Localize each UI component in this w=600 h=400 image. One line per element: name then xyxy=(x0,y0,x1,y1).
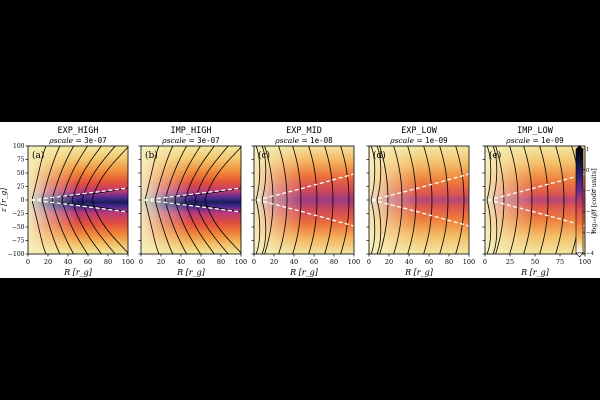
x-tick-label: 20 xyxy=(385,258,393,266)
x-tick-label: 50 xyxy=(531,258,539,266)
colorbar: 1 0 −1 −2 −3 −4 log₁₀(ρ) [code units] xyxy=(575,145,598,258)
panel-tag: (e) xyxy=(489,150,501,161)
field-lines xyxy=(255,146,350,254)
field-lines xyxy=(370,146,465,254)
colorbar-label: log₁₀(ρ) [code units] xyxy=(590,168,598,233)
rho-scale-label: ρscale = 1e-09 xyxy=(389,136,447,145)
x-tick-label: 80 xyxy=(104,258,112,266)
x-tick-label: 40 xyxy=(290,258,298,266)
separatrix-lower xyxy=(143,199,241,213)
x-tick-label: 80 xyxy=(330,258,338,266)
separatrix-upper xyxy=(143,187,241,201)
panel-tag: (d) xyxy=(373,150,386,161)
colorbar-min-arrow xyxy=(575,252,584,258)
panel-title: EXP_MID xyxy=(286,126,322,136)
separatrix-upper xyxy=(371,173,469,201)
colorbar-bar xyxy=(575,148,584,254)
colorbar-tick-label: −1 xyxy=(586,189,594,195)
y-tick-label: 100 xyxy=(13,143,25,150)
y-axis-label: z [r_g] xyxy=(0,188,8,213)
colorbar-tick-label: 1 xyxy=(586,147,590,153)
x-tick-label: 80 xyxy=(217,258,225,266)
y-tick-label: 25 xyxy=(17,184,25,191)
density-map xyxy=(141,146,241,254)
separatrix-lower xyxy=(371,199,469,227)
colorbar-tick-label: −4 xyxy=(586,251,595,257)
x-axis-label: R [r_g] xyxy=(176,268,206,277)
x-tick-label: 0 xyxy=(483,258,487,266)
x-axis-label: R [r_g] xyxy=(404,268,434,277)
panel-tag: (a) xyxy=(32,150,44,161)
x-tick-label: 40 xyxy=(177,258,185,266)
separatrix-upper xyxy=(30,187,128,201)
x-tick-label: 20 xyxy=(157,258,165,266)
y-tick-label: 0 xyxy=(21,197,25,204)
panel-title: EXP_LOW xyxy=(401,126,438,136)
separatrix-upper xyxy=(256,173,354,201)
x-tick-label: 40 xyxy=(64,258,72,266)
density-map xyxy=(254,146,354,254)
colorbar-tick-label: −3 xyxy=(586,230,595,236)
panel-title: IMP_HIGH xyxy=(171,126,212,136)
separatrix-upper xyxy=(487,173,585,201)
y-tick-label: −50 xyxy=(12,224,25,231)
y-tick-label: −100 xyxy=(8,251,25,258)
x-tick-label: 0 xyxy=(367,258,371,266)
colorbar-tick-label: −2 xyxy=(586,209,594,215)
colorbar-tick-label: 0 xyxy=(586,168,590,174)
x-axis-label: R [r_g] xyxy=(63,268,93,277)
rho-scale-label: ρscale = 3e-07 xyxy=(48,136,106,145)
density-map xyxy=(369,146,469,254)
x-tick-label: 100 xyxy=(235,258,247,266)
rho-scale-label: ρscale = 3e-07 xyxy=(161,136,219,145)
rho-scale-label: ρscale = 1e-08 xyxy=(274,136,333,145)
x-tick-label: 40 xyxy=(405,258,413,266)
panel-tag: (c) xyxy=(258,150,270,161)
panel-tag: (b) xyxy=(145,150,158,161)
x-tick-label: 0 xyxy=(139,258,143,266)
x-tick-label: 25 xyxy=(506,258,514,266)
separatrix-lower xyxy=(256,199,354,227)
y-tick-label: −75 xyxy=(12,238,25,245)
x-tick-label: 60 xyxy=(310,258,318,266)
x-tick-label: 60 xyxy=(84,258,92,266)
x-tick-label: 100 xyxy=(463,258,475,266)
separatrix-lower xyxy=(30,199,128,213)
x-tick-label: 75 xyxy=(556,258,564,266)
x-tick-label: 80 xyxy=(445,258,453,266)
field-lines xyxy=(486,146,581,254)
x-tick-label: 20 xyxy=(44,258,52,266)
y-tick-label: −25 xyxy=(12,211,25,218)
x-tick-label: 60 xyxy=(197,258,205,266)
x-tick-label: 100 xyxy=(122,258,134,266)
x-axis-label: R [r_g] xyxy=(520,268,550,277)
x-tick-label: 0 xyxy=(252,258,256,266)
density-map xyxy=(28,146,128,254)
density-map xyxy=(485,146,585,254)
x-tick-label: 0 xyxy=(26,258,30,266)
panel-title: IMP_LOW xyxy=(517,126,554,136)
x-tick-label: 100 xyxy=(348,258,360,266)
separatrix-lower xyxy=(487,199,585,227)
x-axis-label: R [r_g] xyxy=(289,268,319,277)
rho-scale-label: ρscale = 1e-09 xyxy=(505,136,563,145)
x-tick-label: 20 xyxy=(270,258,278,266)
colorbar-max-arrow xyxy=(576,145,583,149)
x-tick-label: 60 xyxy=(425,258,433,266)
y-tick-label: 75 xyxy=(17,157,25,164)
y-tick-label: 50 xyxy=(17,170,25,177)
x-tick-label: 100 xyxy=(579,258,591,266)
figure: (a) EXP_HIGH ρscale = 3e-07 0 20 40 60 80 100 R [… xyxy=(0,122,600,278)
panel-title: EXP_HIGH xyxy=(58,126,99,136)
